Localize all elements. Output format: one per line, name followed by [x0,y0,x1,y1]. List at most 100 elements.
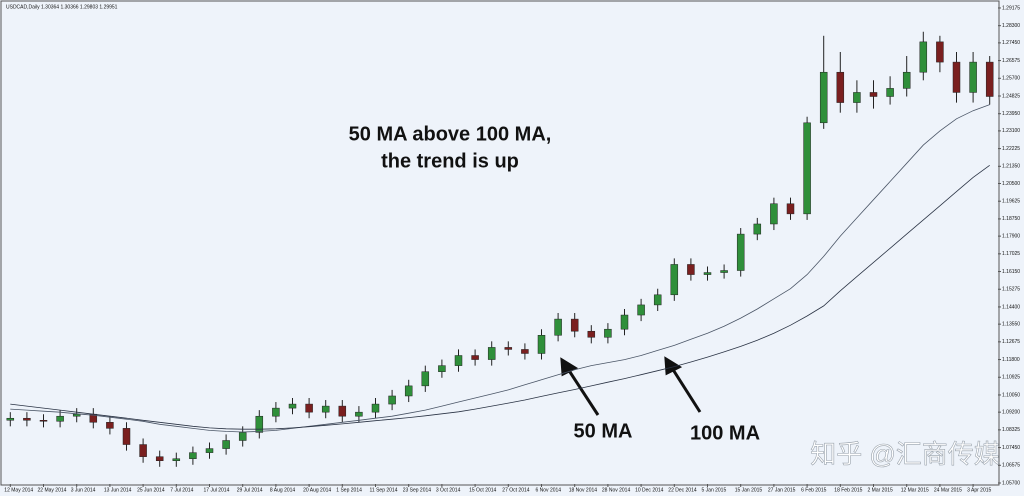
y-tick-label: 1.28300 [1002,23,1020,29]
x-tick-label: 1 Sep 2014 [336,487,362,493]
candle-body [869,92,878,97]
ma-label: 100 MA [690,422,760,444]
x-tick-label: 29 Jul 2014 [237,487,263,493]
x-tick-label: 7 Jul 2014 [170,487,193,493]
candle-body [321,405,330,413]
y-tick-label: 1.22225 [1002,146,1020,152]
y-tick-label: 1.11800 [1002,357,1020,363]
x-tick-label: 3 Apr 2015 [967,487,991,493]
y-tick-label: 1.10925 [1002,375,1020,381]
y-tick-label: 1.09200 [1002,409,1020,415]
y-tick-label: 1.10050 [1002,392,1020,398]
plot-frame [0,0,1000,486]
x-tick-label: 6 Feb 2015 [801,487,827,493]
candle-body [554,318,562,336]
candle-body [969,61,977,93]
y-tick-label: 1.23950 [1002,111,1020,117]
candle-body [537,335,546,354]
candle-body [753,223,762,235]
x-tick-label: 11 Sep 2014 [370,487,398,493]
candle-body [305,403,313,413]
annotation: the trend is up [381,150,519,172]
candle-body [570,318,579,332]
y-tick-label: 1.17900 [1002,233,1020,239]
candle-body [670,264,679,296]
chart-header: USDCAD,Daily 1.30364 1.30366 1.29803 1.2… [6,4,118,10]
candle-body [23,417,31,421]
candle-body [703,272,712,275]
x-tick-label: 15 Jan 2015 [735,487,763,493]
y-tick-label: 1.16150 [1002,269,1020,275]
candle-body [288,403,297,409]
candle-body [902,71,911,89]
x-tick-label: 28 Nov 2014 [602,487,631,493]
x-tick-label: 13 Jun 2014 [104,487,132,493]
candle-body [803,122,811,215]
candle-body [438,365,446,372]
x-tick-label: 3 Jun 2014 [71,487,96,493]
moving-average-line [10,164,990,430]
x-tick-label: 22 Dec 2014 [668,487,697,493]
candle-body [637,304,645,316]
candle-body [786,203,795,215]
candle-body [886,88,894,97]
x-tick-label: 15 Oct 2014 [469,487,496,493]
candle-body [952,61,961,93]
arrow-head [664,356,683,376]
candle-body [189,452,197,459]
candle-body [936,41,944,63]
candle-body [454,355,463,366]
arrow [566,368,600,416]
y-tick-label: 1.25700 [1002,76,1020,82]
candle-body [404,385,413,397]
x-tick-label: 27 Oct 2014 [502,487,529,493]
candle-body [238,432,247,441]
candle-body [687,264,695,275]
y-tick-label: 1.05700 [1002,480,1020,486]
y-tick-label: 1.15275 [1002,287,1020,293]
x-tick-label: 3 Oct 2014 [436,487,461,493]
x-tick-label: 6 Nov 2014 [536,487,562,493]
y-tick-label: 1.24825 [1002,93,1020,99]
candle-body [620,314,629,330]
candle-body [487,347,496,360]
arrows [560,356,702,416]
candle-body [471,355,479,360]
watermark: 知乎 @汇商传媒 [810,439,1000,469]
x-tick-label: 23 Sep 2014 [403,487,432,493]
x-tick-label: 22 May 2014 [38,487,67,493]
y-tick-label: 1.06575 [1002,463,1020,469]
x-tick-label: 24 Mar 2015 [934,487,962,493]
x-tick-label: 27 Jan 2015 [768,487,796,493]
candle-body [504,347,513,350]
y-tick-label: 1.29175 [1002,5,1020,11]
x-tick-label: 5 Jan 2015 [702,487,727,493]
y-tick-label: 1.17025 [1002,251,1020,257]
candle-body [56,415,64,422]
candle-body [72,413,81,417]
candle-body [139,444,147,457]
y-tick-label: 1.19625 [1002,199,1020,205]
y-tick-label: 1.18750 [1002,216,1020,222]
candle-body [736,233,745,271]
x-tick-label: 12 Mar 2015 [901,487,929,493]
x-tick-label: 8 Aug 2014 [270,487,296,493]
candle-body [172,458,181,461]
candle-body [770,203,778,225]
candle-body [985,61,994,97]
ma-label: 50 MA [574,420,633,442]
x-tick-label: 18 Feb 2015 [834,487,862,493]
candle-body [653,294,662,306]
candle-body [106,422,114,429]
candle-body [919,41,928,73]
y-tick-label: 1.26575 [1002,58,1020,64]
candle-body [521,349,529,354]
candle-body [122,428,131,445]
y-tick-label: 1.07450 [1002,445,1020,451]
x-tick-label: 25 Jun 2014 [137,487,165,493]
candle-body [6,417,15,421]
x-tick-label: 17 Jul 2014 [204,487,230,493]
x-tick-label: 18 Nov 2014 [569,487,598,493]
